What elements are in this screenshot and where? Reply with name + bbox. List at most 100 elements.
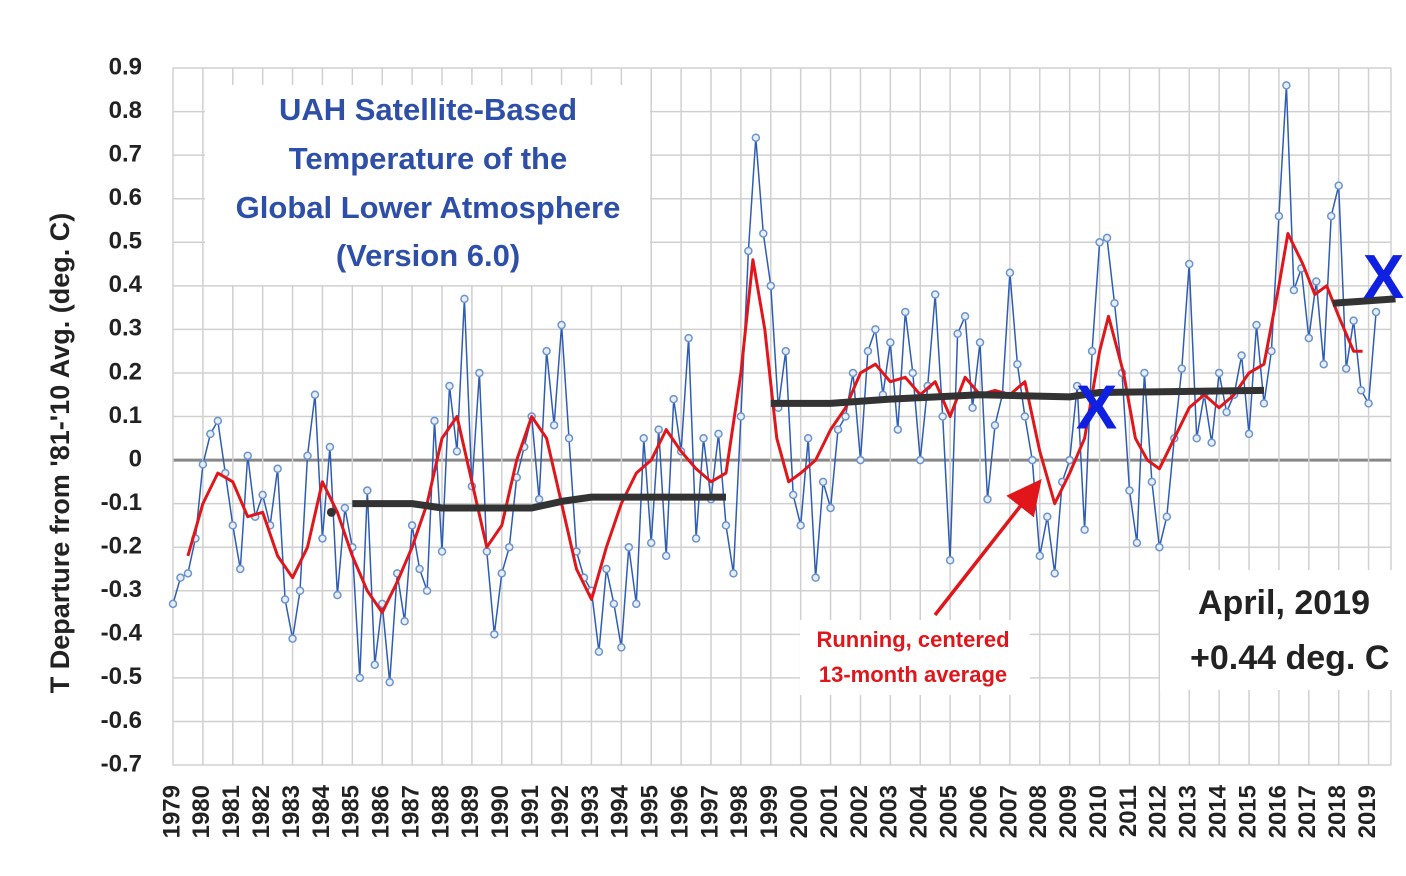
data-point	[953, 329, 962, 338]
data-point	[833, 425, 843, 434]
data-point	[1349, 316, 1358, 325]
y-tick-label: 0.3	[109, 315, 142, 342]
data-point	[437, 547, 447, 556]
data-point	[1020, 412, 1030, 421]
data-point	[602, 564, 611, 574]
data-point	[803, 434, 813, 443]
x-tick-label: 1985	[338, 785, 365, 838]
marks	[168, 81, 1396, 687]
x-tick-label: 2001	[816, 785, 843, 838]
data-point	[1065, 455, 1074, 465]
data-point	[1334, 181, 1343, 190]
data-point	[295, 586, 305, 595]
data-point	[198, 460, 208, 469]
y-tick-label: 0.9	[109, 53, 142, 80]
callout-box	[800, 620, 1030, 695]
x-tick-label: 2016	[1264, 785, 1291, 838]
data-point	[960, 312, 970, 321]
data-point	[534, 495, 544, 504]
latest: +0.44 deg. C	[1190, 639, 1389, 677]
data-point	[1080, 525, 1089, 535]
series-line	[172, 84, 1377, 683]
data-point	[1267, 346, 1276, 356]
data-point	[490, 630, 499, 639]
data-point	[1259, 399, 1269, 408]
data-point	[280, 595, 290, 604]
data-point	[669, 394, 678, 404]
x-tick-label: 1994	[607, 784, 634, 838]
data-point	[1013, 359, 1022, 369]
x-tick-label: 1986	[368, 785, 395, 838]
data-point	[1184, 259, 1194, 269]
data-point	[938, 412, 947, 421]
y-tick-label: -0.5	[101, 663, 142, 690]
x-tick-label: 1990	[487, 785, 514, 838]
x-tick-label: 1984	[308, 784, 335, 838]
data-point	[288, 634, 297, 643]
data-point	[1177, 364, 1187, 373]
x-tick-label: 1989	[457, 785, 484, 838]
latest: April, 2019	[1198, 584, 1370, 622]
series-line	[186, 232, 1363, 614]
y-tick-label: 0	[129, 445, 142, 472]
data-point	[206, 429, 215, 439]
callout-arrow	[933, 478, 1042, 617]
data-point	[1110, 298, 1119, 308]
y-tick-label: 0.4	[109, 271, 143, 298]
data-point	[863, 346, 873, 356]
data-point	[639, 434, 649, 443]
x-tick-label: 2004	[906, 784, 933, 838]
data-point	[826, 503, 835, 513]
data-point	[714, 429, 723, 439]
data-point	[1043, 512, 1052, 521]
data-point	[901, 307, 910, 317]
data-point	[1274, 211, 1284, 221]
data-point	[1050, 569, 1059, 578]
y-tick-label: 0.5	[109, 228, 142, 255]
title-box	[205, 85, 650, 285]
x-tick-label: 1988	[427, 785, 454, 838]
data-point	[975, 338, 985, 347]
data-point	[945, 556, 955, 565]
y-tick-label: 0.8	[109, 97, 142, 124]
data-point	[893, 425, 903, 434]
data-point	[811, 573, 820, 582]
data-point	[646, 538, 656, 548]
data-point	[930, 290, 940, 299]
data-point	[475, 368, 484, 378]
data-point	[273, 464, 282, 474]
series-line	[1332, 295, 1396, 307]
x-tick-label: 2007	[995, 785, 1022, 838]
series-line	[770, 386, 1265, 407]
x-tick-label: 2009	[1055, 785, 1082, 838]
data-point	[915, 455, 925, 465]
data-point	[990, 420, 1000, 430]
data-point	[744, 246, 753, 256]
data-point	[886, 338, 895, 347]
y-tick-label: -0.4	[101, 620, 143, 647]
y-tick-label: -0.3	[101, 576, 142, 603]
data-point	[788, 490, 798, 500]
data-point	[1162, 512, 1172, 521]
x-tick-label: 1999	[756, 785, 783, 838]
data-point	[385, 677, 394, 687]
data-point	[1087, 346, 1097, 356]
x-tick-label: 1991	[517, 785, 544, 838]
data-point	[1319, 359, 1328, 369]
data-point	[968, 403, 977, 413]
data-point	[691, 534, 701, 543]
overlays: UAH Satellite-Based Temperature of the G…	[45, 85, 1406, 695]
data-point	[1102, 233, 1112, 243]
data-point	[355, 673, 365, 683]
data-point	[729, 569, 738, 578]
data-point	[841, 412, 850, 421]
x-tick-label: 1993	[577, 785, 604, 838]
data-point	[617, 643, 626, 652]
data-point	[781, 346, 790, 356]
y-tick-label: 0.1	[109, 402, 142, 429]
data-point	[445, 381, 454, 391]
data-point	[213, 416, 223, 426]
data-point	[363, 486, 372, 495]
data-point	[654, 425, 663, 434]
